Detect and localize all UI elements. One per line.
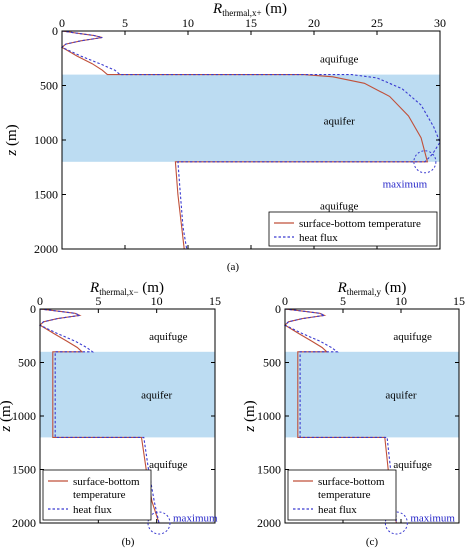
x-axis-label: Rthermal,x− (m) [89,280,164,297]
y-tick-label: 1000 [257,409,281,423]
legend-box [287,469,397,521]
maximum-marker-circle [384,511,408,535]
y-tick-label: 2000 [257,516,281,530]
y-axis-label: z (m) [0,400,14,432]
legend-box [42,469,152,521]
legend-entry: heat flux [299,232,338,244]
y-axis-label: z (m) [242,400,258,432]
x-tick-label: 15 [245,16,257,30]
aquifer-band [40,351,215,438]
y-tick-label: 1500 [257,463,281,477]
region-label: aquifuge [320,200,359,212]
y-tick-label: 1000 [34,133,58,147]
y-axis-label: z (m) [4,124,20,156]
maximum-label: maximum [173,513,218,525]
x-axis-label: Rthermal,y (m) [337,280,407,297]
maximum-label: maximum [410,513,455,525]
maximum-marker-circle [413,150,437,174]
region-label: aquifuge [149,459,188,471]
x-tick-label: 0 [59,16,65,30]
x-tick-label: 25 [371,16,383,30]
legend-entry: surface-bottom temperature [318,476,385,501]
aquifer-band [285,351,459,438]
panel-caption: (a) [227,261,240,273]
legend-entry: surface-bottom temperature [299,218,421,230]
region-label: aquifuge [393,459,432,471]
x-tick-label: 0 [37,294,43,308]
y-tick-label: 0 [52,24,58,38]
maximum-label: maximum [383,179,428,191]
x-tick-label: 15 [209,294,221,308]
region-label: aquifuge [320,53,359,65]
y-tick-label: 0 [30,302,36,316]
panel-caption: (c) [366,536,379,548]
y-tick-label: 2000 [12,516,36,530]
x-tick-label: 5 [340,294,346,308]
legend-box [268,211,438,247]
x-tick-label: 20 [308,16,320,30]
y-tick-label: 500 [263,356,281,370]
chart-panel-3: 0 5 10 15 0 500 1000 1500 2000 Rthermal,y (m) z (m… [242,280,465,548]
aquifer-band [62,74,440,162]
y-tick-label: 500 [18,356,36,370]
y-tick-label: 2000 [34,242,58,256]
region-label: aquifuge [393,331,432,343]
legend-entry: heat flux [73,504,112,516]
legend-entry: heat flux [318,504,357,516]
series-line-surface-bottom-temperature [39,308,160,524]
series-line-heat-flux [284,308,397,524]
y-tick-label: 0 [275,302,281,316]
x-tick-label: 5 [95,294,101,308]
legend-entry: surface-bottom temperature [73,476,140,501]
y-tick-label: 500 [40,79,58,93]
region-label: aquifuge [149,331,188,343]
series-line-heat-flux [60,30,441,250]
y-tick-label: 1500 [12,463,36,477]
maximum-marker-circle [147,511,171,535]
x-tick-label: 10 [395,294,407,308]
region-label: aquifer [385,390,416,402]
y-tick-label: 1500 [34,188,58,202]
y-tick-label: 1000 [12,409,36,423]
x-tick-label: 0 [282,294,288,308]
x-tick-label: 15 [453,294,465,308]
region-label: aquifer [324,115,355,127]
chart-panel-1: 0 5 10 15 20 25 30 0 500 1000 1500 2000 Rthermal,x+ … [4,1,446,273]
x-tick-label: 10 [182,16,194,30]
x-tick-label: 10 [151,294,163,308]
panel-caption: (b) [122,536,135,548]
x-tick-label: 5 [122,16,128,30]
region-label: aquifer [141,390,172,402]
x-axis-label: Rthermal,x+ (m) [212,1,287,18]
x-tick-label: 30 [434,16,446,30]
chart-panel-2: 0 5 10 15 0 500 1000 1500 2000 Rthermal,x− (m) z (… [0,280,221,548]
